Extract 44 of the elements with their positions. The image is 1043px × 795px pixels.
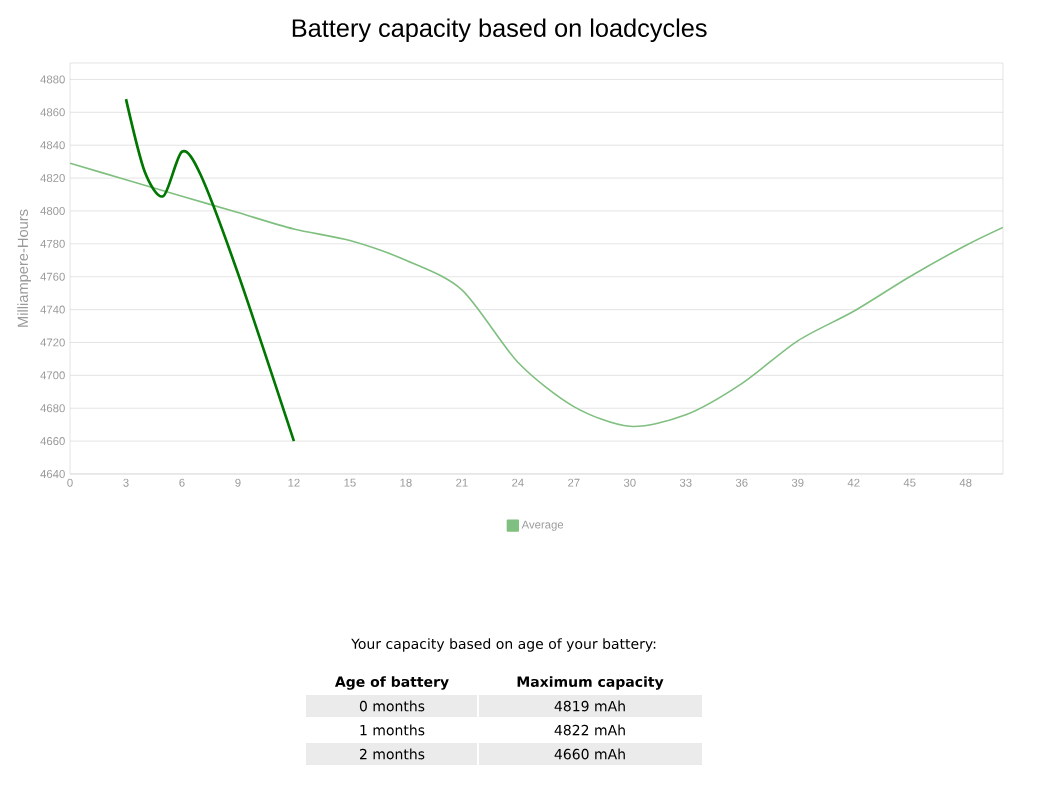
legend-label: Average [521,520,564,531]
y-tick-label: 4680 [40,404,65,413]
x-tick-label: 45 [903,478,916,487]
x-tick-label: 15 [344,478,356,487]
x-tick-label: 18 [400,478,412,487]
y-tick-label: 4760 [40,272,65,281]
y-tick-label: 4800 [40,206,65,215]
line-series [70,162,1003,428]
x-tick-label: 3 [123,478,129,487]
text: 0 months [359,700,425,712]
y-tick-label: 4720 [40,338,65,347]
text: 4822 mAh [554,724,625,736]
y-tick-label: 4820 [40,174,65,183]
x-tick-label: 39 [791,478,804,487]
y-tick-label: 4740 [40,305,65,314]
x-tick-label: 42 [847,478,860,487]
line-series [124,97,296,443]
x-tick-label: 24 [512,478,524,487]
text: Maximum capacity [517,676,664,690]
text: 4660 mAh [554,748,625,760]
y-tick-label: 4880 [40,75,65,84]
y-tick-label: 4840 [40,141,65,150]
x-tick-label: 33 [679,478,692,487]
x-tick-label: 30 [623,478,636,487]
text: 1 months [360,724,425,736]
x-tick-label: 36 [735,478,748,487]
y-tick-label: 4660 [40,437,65,446]
y-axis-title: Milliampere-Hours [17,209,31,327]
y-tick-label: 4780 [40,239,65,248]
x-tick-label: 27 [568,478,580,487]
x-tick-label: 48 [959,478,972,487]
y-tick-label: 4700 [40,371,65,380]
x-tick-label: 12 [288,478,300,487]
text: 2 months [359,748,425,760]
text: 4819 mAh [554,700,625,712]
text: Age of battery [334,676,449,690]
x-tick-label: 0 [67,478,73,487]
x-tick-label: 9 [235,478,241,487]
x-tick-label: 6 [179,478,185,487]
text: Your capacity based on age of your battery: [351,638,656,652]
x-tick-label: 21 [456,478,468,487]
chart-title: Battery capacity based on loadcycles [292,18,707,43]
y-tick-label: 4860 [40,108,65,117]
y-tick-label: 4640 [40,469,65,478]
